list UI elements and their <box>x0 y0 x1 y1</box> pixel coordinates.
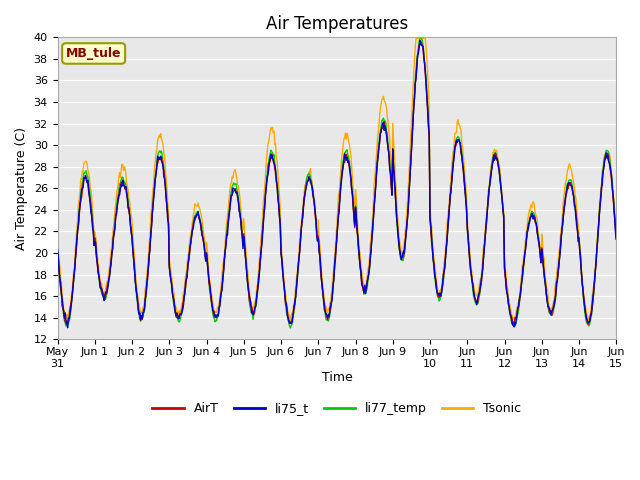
li75_t <box>563 190 570 196</box>
AirT <box>438 282 446 288</box>
AirT <box>200 243 208 249</box>
Y-axis label: Air Temperature (C): Air Temperature (C) <box>15 127 28 250</box>
li75_t <box>54 247 61 252</box>
li75_t <box>416 38 424 44</box>
Tsonic <box>584 319 592 325</box>
li75_t <box>612 236 620 242</box>
li75_t <box>329 283 337 289</box>
Tsonic <box>562 179 570 184</box>
Tsonic <box>438 277 446 283</box>
AirT <box>509 323 517 328</box>
li77_temp <box>417 36 424 41</box>
Line: li75_t: li75_t <box>58 41 616 328</box>
Line: li77_temp: li77_temp <box>58 38 616 328</box>
li77_temp <box>329 285 337 291</box>
li77_temp <box>176 317 184 323</box>
Line: Tsonic: Tsonic <box>58 38 616 322</box>
Tsonic <box>200 235 208 240</box>
AirT <box>383 132 390 138</box>
AirT <box>563 188 570 194</box>
li77_temp <box>54 247 61 252</box>
li77_temp <box>563 184 570 190</box>
Tsonic <box>54 236 61 241</box>
Tsonic <box>328 284 336 290</box>
Tsonic <box>176 311 184 317</box>
Legend: AirT, li75_t, li77_temp, Tsonic: AirT, li75_t, li77_temp, Tsonic <box>147 397 526 420</box>
li77_temp <box>440 280 447 286</box>
li75_t <box>177 312 185 318</box>
Text: MB_tule: MB_tule <box>66 47 122 60</box>
li75_t <box>64 325 72 331</box>
Tsonic <box>412 36 420 41</box>
li77_temp <box>612 237 620 242</box>
AirT <box>176 311 184 317</box>
AirT <box>612 235 620 241</box>
AirT <box>54 249 61 255</box>
Title: Air Temperatures: Air Temperatures <box>266 15 408 33</box>
li77_temp <box>383 133 391 139</box>
li75_t <box>383 139 391 145</box>
AirT <box>417 38 424 44</box>
li77_temp <box>287 325 294 331</box>
X-axis label: Time: Time <box>321 372 352 384</box>
li75_t <box>201 252 209 258</box>
Tsonic <box>612 231 620 237</box>
AirT <box>328 293 336 299</box>
li75_t <box>440 273 447 278</box>
Line: AirT: AirT <box>58 41 616 325</box>
li77_temp <box>200 242 208 248</box>
Tsonic <box>383 105 390 111</box>
